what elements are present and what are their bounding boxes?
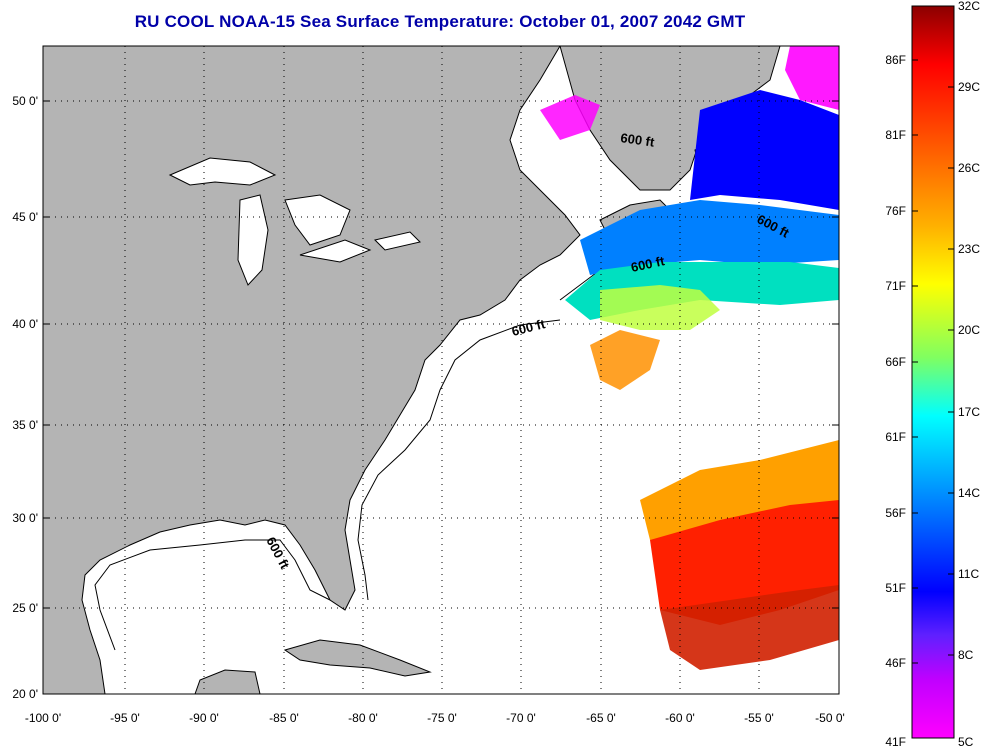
lat-label: 30 0' xyxy=(12,511,38,525)
land-yucatan xyxy=(194,669,261,694)
colorbar-celsius-label: 17C xyxy=(958,405,980,419)
colorbar-fahrenheit-label: 66F xyxy=(885,355,906,369)
land-north-america xyxy=(43,46,581,694)
colorbar-fahrenheit-label: 46F xyxy=(885,656,906,670)
colorbar-celsius-label: 29C xyxy=(958,80,980,94)
lat-label: 20 0' xyxy=(12,687,38,701)
lon-label: -75 0' xyxy=(427,711,457,725)
colorbar-fahrenheit-label: 86F xyxy=(885,53,906,67)
lake-erie-ontario xyxy=(299,231,421,263)
colorbar-fahrenheit-label: 61F xyxy=(885,430,906,444)
colorbar-celsius-label: 20C xyxy=(958,323,980,337)
lake-superior xyxy=(168,157,277,186)
land-cuba xyxy=(283,639,432,677)
sst-swath-north xyxy=(540,46,839,390)
colorbar-fahrenheit-label: 56F xyxy=(885,506,906,520)
lon-label: -50 0' xyxy=(815,711,845,725)
lon-label: -60 0' xyxy=(665,711,695,725)
colorbar-fahrenheit-label: 76F xyxy=(885,204,906,218)
colorbar-fahrenheit-label: 41F xyxy=(885,735,906,749)
lon-label: -80 0' xyxy=(348,711,378,725)
colorbar-celsius-label: 32C xyxy=(958,0,980,13)
lon-label: -70 0' xyxy=(506,711,536,725)
isobath-label: 600 ft xyxy=(630,253,667,275)
lat-tick-marks xyxy=(43,100,839,609)
sst-swath-south xyxy=(640,440,839,670)
lon-label: -100 0' xyxy=(25,711,61,725)
lat-label: 40 0' xyxy=(12,317,38,331)
isobath-label: 600 ft xyxy=(620,130,656,150)
lat-label: 45 0' xyxy=(12,210,38,224)
colorbar-fahrenheit-label: 51F xyxy=(885,581,906,595)
isobath-east-coast xyxy=(357,319,561,601)
colorbar-fahrenheit-label: 81F xyxy=(885,128,906,142)
lake-michigan-huron xyxy=(237,194,351,286)
colorbar-celsius-label: 11C xyxy=(958,567,979,581)
colorbar-celsius-label: 5C xyxy=(958,735,974,749)
map-title: RU COOL NOAA-15 Sea Surface Temperature:… xyxy=(134,12,746,31)
lon-label: -90 0' xyxy=(189,711,219,725)
colorbar xyxy=(911,5,955,739)
lat-label: 35 0' xyxy=(12,418,38,432)
grid-lines xyxy=(43,46,839,694)
colorbar-ticks xyxy=(912,5,954,739)
isobath-gulf xyxy=(94,539,331,651)
colorbar-fahrenheit-label: 71F xyxy=(885,279,906,293)
lon-label: -95 0' xyxy=(110,711,140,725)
lon-label: -85 0' xyxy=(269,711,299,725)
colorbar-celsius-label: 8C xyxy=(958,648,974,662)
colorbar-celsius-label: 26C xyxy=(958,161,980,175)
lat-label: 50 0' xyxy=(12,94,38,108)
lon-label: -65 0' xyxy=(586,711,616,725)
lon-label: -55 0' xyxy=(744,711,774,725)
colorbar-celsius-label: 23C xyxy=(958,242,980,256)
colorbar-celsius-label: 14C xyxy=(958,486,980,500)
lat-label: 25 0' xyxy=(12,601,38,615)
